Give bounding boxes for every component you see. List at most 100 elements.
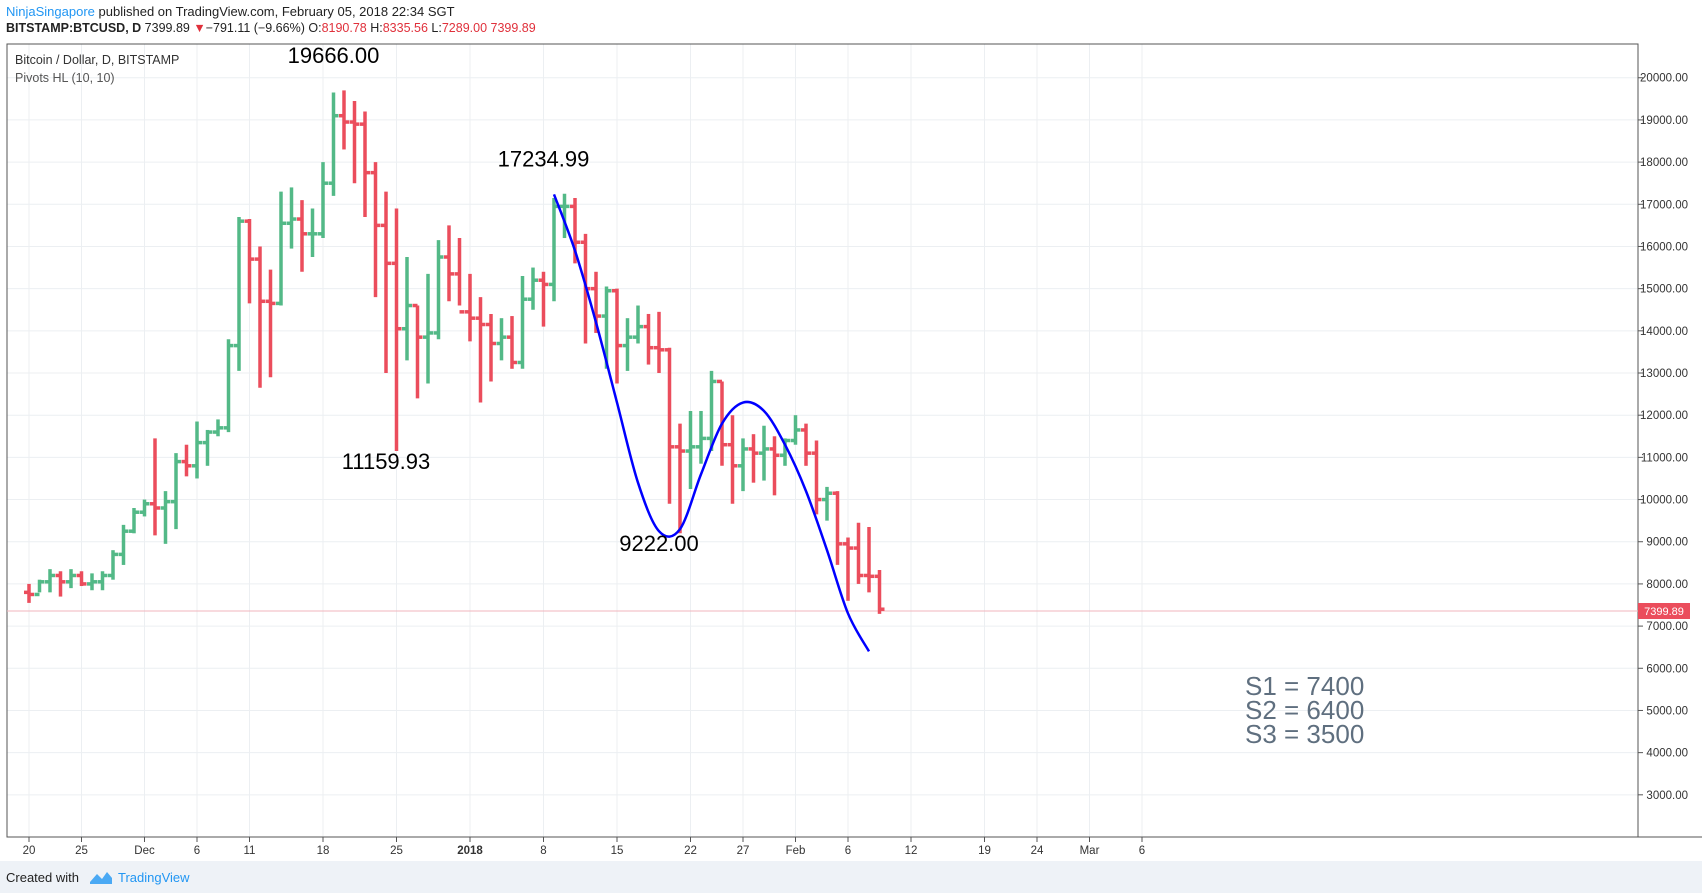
time-tick-label: 6 <box>194 845 200 857</box>
author-link[interactable]: NinjaSingapore <box>6 4 95 19</box>
open-label: O: <box>308 21 322 35</box>
ohlc-bar-down <box>55 571 66 597</box>
ohlc-bar-down <box>444 225 454 302</box>
ohlc-bar-down <box>181 444 192 477</box>
ohlc-bar-up <box>108 550 118 580</box>
price-tick-label: 8000.00 <box>1646 579 1688 591</box>
time-axis[interactable]: 20 25 Dec 6 11 18 25 2018 8 15 22 27 Feb 6 12 19 24 Mar 6 <box>23 837 1146 857</box>
high-value: 8335.56 <box>382 21 428 35</box>
price-tick-label: 18000.00 <box>1640 157 1688 169</box>
ohlc-bar-up <box>549 197 559 302</box>
ohlc-bar-up <box>129 507 139 534</box>
ohlc-bar-up <box>171 453 181 530</box>
price-tick-label: 15000.00 <box>1640 284 1688 296</box>
time-tick-label: Dec <box>134 845 155 857</box>
ohlc-bar-up <box>213 419 223 437</box>
pivot-label: 11159.93 <box>342 449 431 474</box>
ohlc-bar-down <box>654 311 664 374</box>
ohlc-bar-down <box>874 569 885 614</box>
ohlc-bar-down <box>412 303 423 399</box>
price-tick-label: 6000.00 <box>1646 663 1688 675</box>
published-text: published on TradingView.com, February 0… <box>98 4 455 19</box>
ohlc-bar-up <box>685 410 696 490</box>
ohlc-bar-down <box>150 438 160 536</box>
down-arrow-icon: ▼ <box>193 21 206 35</box>
ohlc-bar-down <box>255 246 265 388</box>
time-tick-label: 6 <box>845 845 851 857</box>
time-tick-label: 6 <box>1139 845 1145 857</box>
time-tick-label: 27 <box>737 845 750 857</box>
ohlc-bar-up <box>402 257 412 361</box>
tradingview-logo-icon <box>90 872 112 884</box>
price-tick-label: 13000.00 <box>1640 368 1688 380</box>
ohlc-bar-up <box>97 571 108 591</box>
symbol-info: BITSTAMP:BTCUSD, D 7399.89 ▼−791.11 (−9.… <box>6 21 536 35</box>
time-tick-label: 11 <box>244 845 256 857</box>
ohlc-bar-down <box>381 191 391 374</box>
ohlc-bar-up <box>223 339 234 433</box>
price-tick-label: 4000.00 <box>1646 748 1688 760</box>
high-label: H: <box>370 21 383 35</box>
ohlc-bar-down <box>349 100 360 184</box>
ohlc-bar-down <box>265 269 276 378</box>
low-value: 7289.00 <box>441 21 488 35</box>
ohlc-bar-up <box>139 499 150 517</box>
ohlc-bar-up <box>633 305 643 344</box>
price-tick-label: 16000.00 <box>1640 241 1688 253</box>
ohlc-bar-up <box>759 425 769 481</box>
ohlc-bar-up <box>528 267 538 310</box>
time-tick-label: 20 <box>23 845 36 857</box>
time-tick-label: 2018 <box>457 845 483 857</box>
indicator-legend: Pivots HL (10, 10) <box>15 71 115 85</box>
price-tick-label: 10000.00 <box>1640 495 1688 507</box>
ohlc-bar-up <box>517 275 528 369</box>
ohlc-bar-down <box>454 238 465 314</box>
tradingview-link[interactable]: TradingView <box>118 870 190 885</box>
ohlc-bar-down <box>24 583 34 603</box>
ohlc-bar-up <box>696 410 706 464</box>
current-price-label: 7399.89 <box>1644 606 1684 618</box>
price-tick-label: 14000.00 <box>1640 326 1688 338</box>
ohlc-bar-down <box>297 200 307 272</box>
time-tick-label: 12 <box>905 845 918 857</box>
ohlc-bar-down <box>769 436 780 496</box>
footer: Created with TradingView <box>0 861 1702 893</box>
ohlc-bar-down <box>339 90 349 150</box>
price-tick-label: 17000.00 <box>1640 199 1688 211</box>
ohlc-bar-up <box>822 486 832 521</box>
support-level-label: S1 = 7400 <box>1245 671 1364 701</box>
open-value: 8190.78 <box>321 21 367 35</box>
ohlc-bar-up <box>307 208 318 258</box>
time-tick-label: 24 <box>1031 845 1044 857</box>
pivot-label: 9222.00 <box>619 531 699 556</box>
ohlc-bar-up <box>160 491 171 544</box>
ohlc-bar-up <box>328 92 339 196</box>
price-tick-label: 12000.00 <box>1640 410 1688 422</box>
low-label: L: <box>431 21 442 35</box>
ohlc-bar-up <box>601 286 612 369</box>
ohlc-bar-up <box>34 579 45 597</box>
ohlc-bar-up <box>559 193 570 239</box>
support-level-label: S3 = 3500 <box>1245 719 1364 749</box>
ohlc-bar-up <box>45 569 55 593</box>
ohlc-bar-down <box>811 440 822 515</box>
time-tick-label: 18 <box>317 845 330 857</box>
ohlc-bar-down <box>748 434 759 483</box>
pivot-label: 19666.00 <box>288 43 380 68</box>
ohlc-bar-down <box>832 491 843 565</box>
price-tick-label: 20000.00 <box>1640 73 1688 85</box>
forecast-curve[interactable] <box>552 193 871 653</box>
ohlc-bars <box>24 90 885 614</box>
ohlc-bar-down <box>643 313 654 365</box>
ohlc-bar-down <box>475 297 486 403</box>
time-tick-label: 19 <box>978 845 991 857</box>
time-tick-label: 8 <box>540 845 546 857</box>
time-tick-label: 25 <box>75 845 88 857</box>
ohlc-bar-up <box>234 216 244 371</box>
price-chart[interactable]: 19666.00 11159.93 17234.99 9222.00 S1 = 740… <box>0 0 1702 861</box>
price-axis[interactable]: 20000.00 19000.00 18000.00 17000.00 16000.00… <box>1638 73 1688 802</box>
change-value: −791.11 (−9.66%) <box>205 21 305 35</box>
ohlc-bar-up <box>66 569 76 589</box>
ohlc-bar-down <box>538 271 549 327</box>
created-with-text: Created with <box>6 870 79 885</box>
